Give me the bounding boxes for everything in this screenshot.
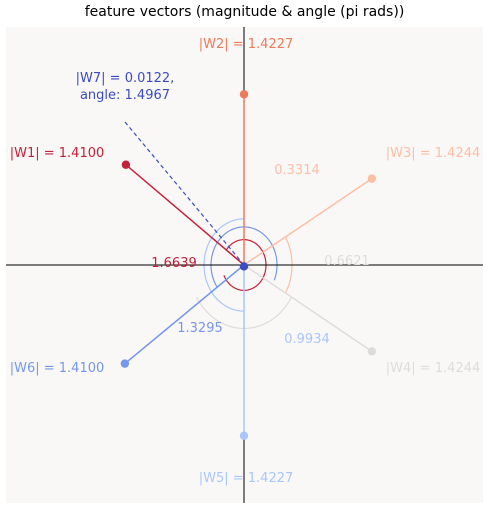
vector-w4-label: |W4| = 1.4244 — [386, 361, 481, 376]
vector-w4-line — [243, 264, 373, 352]
vector-endpoints — [120, 90, 377, 440]
vector-w2-endpoint — [239, 90, 249, 99]
angle-label-w1: 1.6639 — [151, 256, 197, 271]
vector-w7-label: |W7| = 0.0122, angle: 1.4967 — [76, 71, 175, 103]
angle-label-w5: 0.9934 — [284, 332, 330, 347]
angle-arc-w6 — [210, 226, 278, 288]
vector-w6-line — [124, 264, 245, 365]
vector-w7-endpoint — [239, 262, 249, 271]
vector-w4-label-line: |W4| = 1.4244 — [386, 361, 481, 376]
vector-w6-endpoint — [120, 359, 130, 368]
chart-title: feature vectors (magnitude & angle (pi r… — [84, 4, 405, 20]
vector-w7-dashed-line — [124, 121, 245, 266]
angle-label-w3: 0.3314 — [274, 163, 320, 178]
vector-w7-label-line: |W7| = 0.0122, — [76, 71, 175, 86]
vector-w6-label: |W6| = 1.4100 — [10, 361, 105, 376]
vector-w1-label: |W1| = 1.4100 — [10, 146, 105, 161]
angle-label-w6: 1.3295 — [177, 321, 223, 336]
vector-w5-endpoint — [239, 431, 249, 440]
vector-w3-label-line: |W3| = 1.4244 — [386, 146, 481, 161]
vector-w5-label: |W5| = 1.4227 — [199, 471, 294, 486]
vector-w5-label-line: |W5| = 1.4227 — [199, 471, 294, 486]
vector-labels: |W1| = 1.4100 1.6639 |W2| = 1.4227 |W3| = 1… — [10, 37, 481, 486]
angle-arc-w1 — [223, 239, 267, 291]
vector-w2-label-line: |W2| = 1.4227 — [199, 37, 294, 52]
vector-w3-label: |W3| = 1.4244 — [386, 146, 481, 161]
angle-label-w4: 0.6621 — [324, 254, 370, 269]
vector-w3-line — [243, 178, 373, 266]
vector-lines — [124, 94, 373, 436]
vector-w4-endpoint — [367, 347, 377, 356]
vector-w6-label-line: |W6| = 1.4100 — [10, 361, 105, 376]
vector-w1-line — [125, 164, 245, 266]
vector-w7-label-line: angle: 1.4967 — [80, 88, 170, 103]
vector-w1-endpoint — [121, 160, 131, 169]
vector-w3-endpoint — [367, 174, 377, 183]
vector-w1-label-line: |W1| = 1.4100 — [10, 146, 105, 161]
vector-w2-label: |W2| = 1.4227 — [199, 37, 294, 52]
